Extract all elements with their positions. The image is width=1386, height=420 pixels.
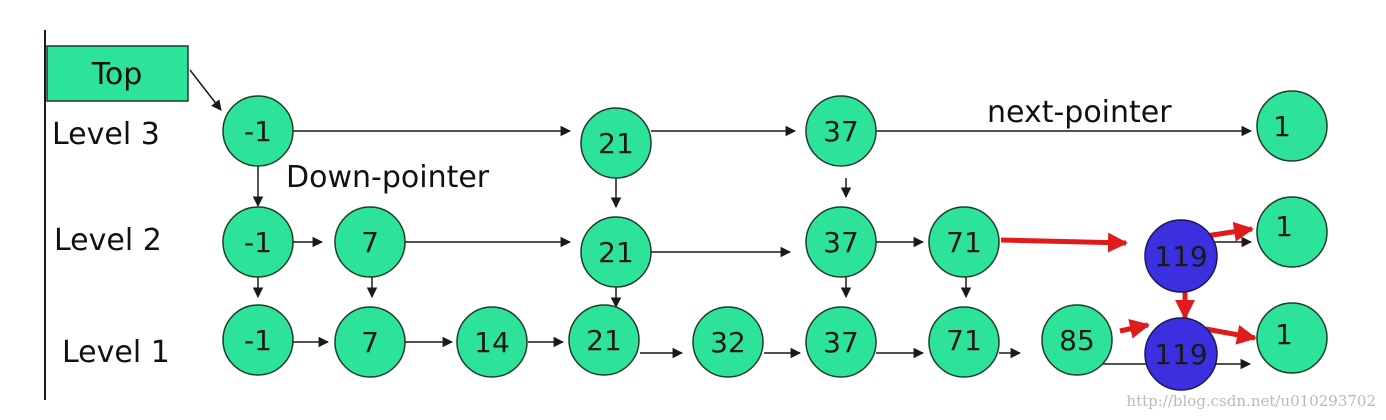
node-value: 85 bbox=[1059, 324, 1095, 357]
node-level2-21: 21 bbox=[580, 216, 652, 288]
node-value: 21 bbox=[586, 324, 622, 357]
node-value: 1 bbox=[1273, 110, 1291, 143]
node-value: 119 bbox=[1154, 338, 1207, 371]
node-level2-1: 1 bbox=[1256, 196, 1328, 268]
node-value: 14 bbox=[474, 326, 510, 359]
node-level3-minus1: -1 bbox=[222, 95, 294, 167]
node-level2-119-highlighted: 119 bbox=[1144, 219, 1218, 293]
node-circle bbox=[805, 206, 877, 278]
node-value: -1 bbox=[244, 324, 272, 357]
level-1-label: Level 1 bbox=[62, 335, 170, 370]
node-level1-119-highlighted: 119 bbox=[1144, 317, 1218, 391]
node-circle bbox=[805, 95, 877, 167]
node-circle bbox=[1256, 90, 1328, 162]
top-box-label: Top bbox=[91, 57, 143, 92]
node-circle bbox=[1256, 302, 1328, 374]
node-circle-highlighted bbox=[1144, 219, 1218, 293]
down-pointer-annotation: Down-pointer bbox=[286, 160, 490, 195]
level-3-label: Level 3 bbox=[52, 117, 160, 152]
level-2-label: Level 2 bbox=[54, 223, 162, 258]
node-circle bbox=[334, 206, 406, 278]
node-level1-14: 14 bbox=[456, 306, 528, 378]
node-circle bbox=[580, 107, 652, 179]
node-circle-highlighted bbox=[1144, 317, 1218, 391]
node-value: 1 bbox=[1275, 210, 1293, 243]
node-circle bbox=[928, 206, 1000, 278]
node-value: 71 bbox=[946, 324, 982, 357]
node-level1-21: 21 bbox=[568, 304, 640, 376]
node-circle bbox=[580, 216, 652, 288]
top-box-rect bbox=[46, 45, 189, 102]
node-level1-1: 1 bbox=[1256, 302, 1328, 374]
node-level1-37: 37 bbox=[805, 306, 877, 378]
node-circle bbox=[1256, 196, 1328, 268]
node-level2-minus1: -1 bbox=[222, 206, 294, 278]
node-level2-71: 71 bbox=[928, 206, 1000, 278]
node-level1-7: 7 bbox=[334, 306, 406, 378]
node-level2-37: 37 bbox=[805, 206, 877, 278]
node-level3-37: 37 bbox=[805, 95, 877, 167]
node-value: 7 bbox=[361, 326, 379, 359]
node-circle bbox=[222, 304, 294, 376]
node-circle bbox=[692, 306, 764, 378]
node-level2-7: 7 bbox=[334, 206, 406, 278]
node-circle bbox=[456, 306, 528, 378]
node-level1-32: 32 bbox=[692, 306, 764, 378]
node-value: 32 bbox=[710, 326, 746, 359]
watermark: http://blog.csdn.net/u010293702 bbox=[1126, 392, 1376, 410]
node-circle bbox=[1041, 304, 1113, 376]
node-value: 119 bbox=[1154, 240, 1207, 273]
node-circle bbox=[568, 304, 640, 376]
search-path-arrow bbox=[1205, 221, 1254, 242]
next-pointer-annotation: next-pointer bbox=[987, 95, 1172, 130]
node-value: 37 bbox=[823, 115, 859, 148]
node-circle bbox=[222, 95, 294, 167]
node-circle bbox=[222, 206, 294, 278]
node-level3-1: 1 bbox=[1256, 90, 1328, 162]
node-circle bbox=[334, 306, 406, 378]
node-value: 37 bbox=[823, 326, 859, 359]
node-value: 37 bbox=[823, 226, 859, 259]
node-value: -1 bbox=[244, 226, 272, 259]
node-level1-85: 85 bbox=[1041, 304, 1113, 376]
top-box: Top bbox=[46, 45, 189, 102]
search-path-arrow bbox=[1119, 318, 1150, 339]
node-level3-21: 21 bbox=[580, 107, 652, 179]
node-circle bbox=[928, 306, 1000, 378]
node-value: 1 bbox=[1275, 318, 1293, 351]
node-value: 21 bbox=[598, 236, 634, 269]
search-path-arrow bbox=[1205, 324, 1257, 345]
node-circle bbox=[805, 306, 877, 378]
node-value: 21 bbox=[598, 127, 634, 160]
top-pointer-arrow bbox=[189, 69, 222, 111]
node-value: -1 bbox=[244, 115, 272, 148]
node-level1-71: 71 bbox=[928, 306, 1000, 378]
node-value: 71 bbox=[946, 226, 982, 259]
node-level1-minus1: -1 bbox=[222, 304, 294, 376]
search-path-arrow bbox=[1000, 232, 1128, 253]
node-value: 7 bbox=[361, 226, 379, 259]
